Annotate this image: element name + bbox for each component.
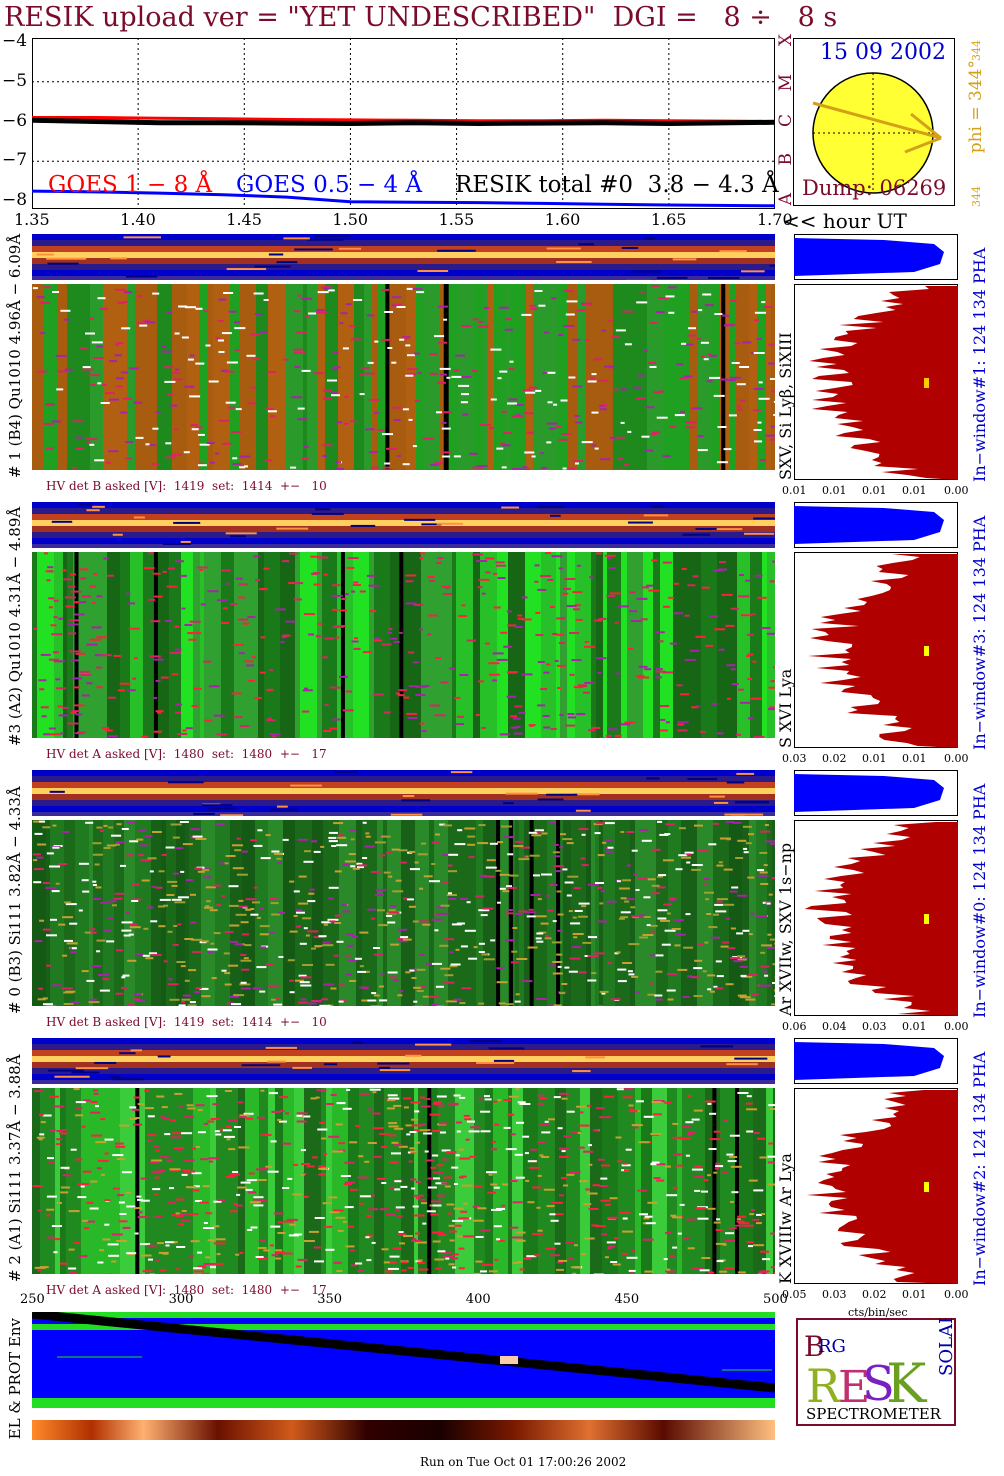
- spectrum-map: [32, 552, 775, 748]
- spectrum-map: [32, 820, 775, 1016]
- svg-text:B: B: [804, 1330, 825, 1363]
- pha-histogram-small: [794, 502, 958, 548]
- spectrum-strip: [32, 770, 775, 816]
- x-tick-label: 1.35: [14, 210, 50, 229]
- pha-histogram-small: [794, 234, 958, 280]
- logo-text: SPECTROMETER: [806, 1405, 942, 1423]
- svg-text:SOLAR: SOLAR: [936, 1318, 956, 1376]
- pha-tick-label: 0.01: [902, 1020, 927, 1033]
- y-tick-label: −5: [2, 70, 28, 91]
- x-tick-label: 1.50: [332, 210, 369, 229]
- pha-window-label: In−window#2: 124 134 PHA: [970, 1051, 989, 1286]
- pha-histogram: [794, 552, 958, 748]
- spectrum-strip: [32, 1038, 775, 1084]
- pha-histogram: [794, 1088, 958, 1284]
- pha-window-label: In−window#0: 124 134 PHA: [970, 783, 989, 1018]
- series-resik-total: [32, 117, 775, 127]
- series-goes-short: [32, 189, 775, 208]
- pha-window-label: In−window#1: 124 134 PHA: [970, 247, 989, 482]
- pha-histogram-small: [794, 1038, 958, 1084]
- panel-label: # 1 (B4) Qu1010 4.96Å − 6.09Å: [6, 233, 24, 478]
- legend-goes-long: GOES 1 − 8 Å: [48, 172, 213, 198]
- svg-text:RG: RG: [818, 1336, 846, 1357]
- pha-window-label: In−window#3: 124 134 PHA: [970, 515, 989, 750]
- pha-tick-label: 0.01: [782, 484, 807, 497]
- x-tick-label: 1.55: [438, 210, 475, 229]
- x-tick-label: 1.45: [226, 210, 262, 229]
- legend-goes-short: GOES 0.5 − 4 Å: [236, 172, 423, 198]
- pha-tick-label: 0.01: [902, 484, 927, 497]
- sun-date: 15 09 2002: [820, 40, 946, 65]
- pha-unit-label: cts/bin/sec: [848, 1306, 908, 1319]
- bin-tick-label: 500: [763, 1292, 788, 1307]
- bin-tick-label: 250: [20, 1292, 45, 1307]
- pha-tick-label: 0.00: [944, 1020, 969, 1033]
- pha-tick-label: 0.01: [862, 752, 887, 765]
- hv-label: HV det A asked [V]: 1480 set: 1480 +− 17: [46, 1283, 327, 1297]
- panel-label: #3 (A2) Qu1010 4.31Å − 4.89Å: [6, 506, 24, 746]
- pha-tick-label: 0.00: [944, 752, 969, 765]
- pha-histogram: [794, 284, 958, 480]
- hv-label: HV det A asked [V]: 1480 set: 1480 +− 17: [46, 747, 327, 761]
- resik-logo: B RG R E S K SOLAR SPECTROMETER: [796, 1318, 956, 1426]
- spectrum-map: [32, 284, 775, 480]
- x-tick-label: 1.70: [757, 210, 793, 229]
- x-tick-label: 1.65: [650, 210, 687, 229]
- pha-tick-label: 0.03: [862, 1020, 887, 1033]
- x-tick-label: 1.60: [544, 210, 581, 229]
- sun-phi-bottom: 344: [970, 186, 983, 207]
- svg-text:K: K: [886, 1352, 928, 1415]
- env-label: EL & PROT Env: [6, 1318, 24, 1440]
- hv-label: HV det B asked [V]: 1419 set: 1414 +− 10: [46, 479, 327, 493]
- env-panel: [32, 1312, 775, 1408]
- panel-label: # 0 (B3) Si111 3.82Å − 4.33Å: [6, 786, 24, 1014]
- hv-label: HV det B asked [V]: 1419 set: 1414 +− 10: [46, 1015, 327, 1029]
- bin-tick-label: 400: [465, 1292, 491, 1307]
- pha-tick-label: 0.01: [822, 484, 847, 497]
- legend-resik-total: RESIK total #0 3.8 − 4.3 Å: [455, 172, 779, 198]
- spectrum-map: [32, 1088, 775, 1284]
- panel-lines-label: K XVIIIw Ar Lya: [776, 1153, 795, 1284]
- pha-tick-label: 0.00: [944, 1288, 969, 1301]
- svg-text:E: E: [838, 1362, 870, 1413]
- light-curve-chart: [32, 38, 775, 209]
- pha-tick-label: 0.03: [822, 1288, 847, 1301]
- panel-label: # 2 (A1) Si111 3.37Å − 3.88Å: [6, 1054, 24, 1282]
- pha-tick-label: 0.01: [902, 1288, 927, 1301]
- sun-phi-sup: 344: [970, 40, 983, 61]
- pha-tick-label: 0.01: [902, 752, 927, 765]
- page-title: RESIK upload ver = "YET UNDESCRIBED" DGI…: [4, 2, 838, 33]
- x-tick-label: 1.40: [120, 210, 156, 229]
- pha-tick-label: 0.00: [944, 484, 969, 497]
- bin-tick-label: 450: [614, 1292, 640, 1307]
- pha-tick-label: 0.03: [782, 752, 807, 765]
- run-timestamp: Run on Tue Oct 01 17:00:26 2002: [420, 1455, 627, 1469]
- panel-lines-label: S XVI Lya: [776, 668, 795, 748]
- sun-orientation-diagram: [793, 38, 955, 206]
- y-tick-label: −7: [2, 150, 28, 171]
- pha-tick-label: 0.01: [862, 484, 887, 497]
- x-axis-unit: << hour UT: [783, 209, 907, 233]
- pha-tick-label: 0.02: [822, 752, 847, 765]
- spectrum-strip: [32, 234, 775, 280]
- y-tick-label: −4: [2, 30, 28, 51]
- pha-histogram-small: [794, 770, 958, 816]
- panel-lines-label: SXV, Si Lyβ, SiXIII: [776, 332, 795, 480]
- spectrum-strip: [32, 502, 775, 548]
- sun-phi: phi = 344°: [966, 60, 986, 154]
- pha-histogram: [794, 820, 958, 1016]
- panel-lines-label: Ar XVIIw, SXV 1s−np: [776, 842, 795, 1016]
- svg-text:S: S: [862, 1356, 895, 1412]
- pha-tick-label: 0.06: [782, 1020, 807, 1033]
- svg-text:R: R: [806, 1359, 842, 1413]
- pha-tick-label: 0.04: [822, 1020, 847, 1033]
- y-tick-label: −8: [2, 190, 28, 211]
- pha-tick-label: 0.05: [782, 1288, 807, 1301]
- color-scale-bar: [32, 1420, 775, 1440]
- pha-tick-label: 0.02: [862, 1288, 887, 1301]
- sun-dump: Dump: 06269: [802, 176, 947, 200]
- bin-tick-label: 300: [168, 1292, 194, 1307]
- y-tick-label: −6: [2, 110, 28, 131]
- bin-tick-label: 350: [317, 1292, 343, 1307]
